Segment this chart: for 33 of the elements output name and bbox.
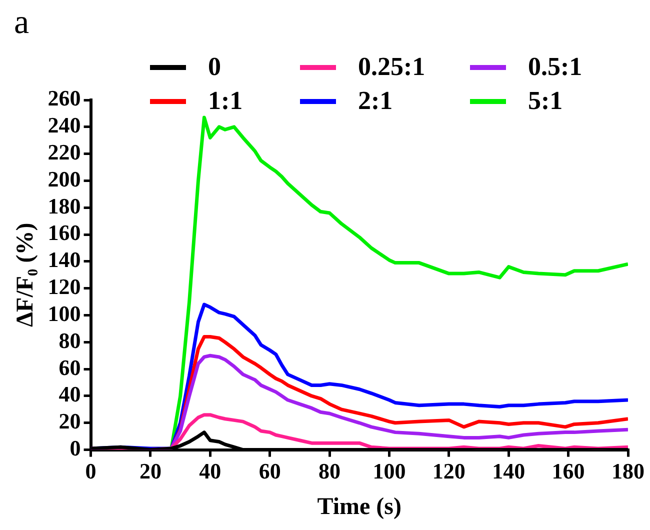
x-tick-label: 20 (139, 458, 162, 484)
y-tick-label: 240 (48, 112, 81, 138)
legend-label: 0.5:1 (528, 52, 582, 82)
x-axis-title: Time (s) (317, 494, 402, 520)
y-tick-label: 20 (58, 408, 81, 434)
y-tick-label: 100 (48, 300, 81, 326)
x-tick-label: 140 (492, 458, 526, 484)
y-tick-label: 220 (48, 140, 81, 165)
x-tick-label: 180 (612, 458, 644, 484)
legend-label: 0.25:1 (358, 52, 426, 82)
x-tick-label: 60 (258, 458, 281, 484)
x-tick-label: 160 (552, 458, 585, 484)
y-tick-label: 120 (48, 274, 81, 300)
y-tick-label: 160 (48, 220, 81, 246)
x-tick-label: 120 (432, 458, 466, 484)
y-axis-title: ΔF/F₀ (%) (12, 222, 39, 328)
y-tick-label: 260 (48, 86, 81, 111)
x-tick-label: 100 (372, 458, 406, 484)
legend-label: 1:1 (208, 86, 243, 116)
text: a (14, 4, 30, 42)
legend-label: 0 (208, 52, 221, 82)
y-tick-label: 40 (58, 382, 81, 407)
x-tick-label: 0 (85, 458, 96, 484)
legend-label: 2:1 (358, 86, 393, 116)
y-tick-label: 60 (58, 354, 81, 380)
y-tick-label: 180 (48, 193, 81, 218)
y-tick-label: 200 (48, 166, 81, 192)
x-tick-label: 40 (199, 458, 222, 484)
y-tick-label: 80 (58, 328, 81, 353)
y-tick-label: 140 (48, 247, 81, 272)
x-tick-label: 80 (318, 458, 341, 484)
legend-label: 5:1 (528, 86, 563, 116)
y-tick-label: 0 (70, 435, 81, 460)
